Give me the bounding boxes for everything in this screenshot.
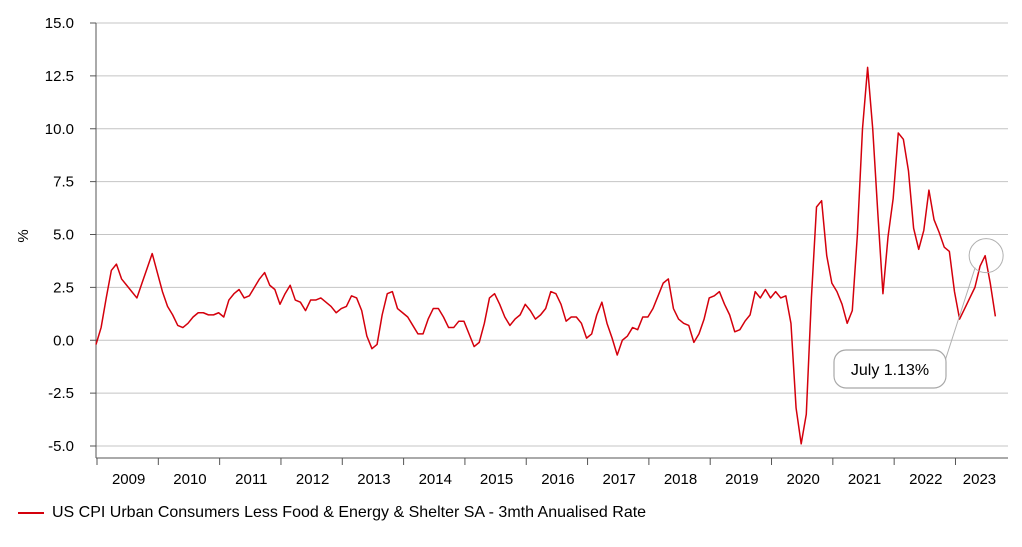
x-tick-label: 2021 xyxy=(848,471,881,488)
y-tick-label: -5.0 xyxy=(48,438,74,455)
legend: US CPI Urban Consumers Less Food & Energ… xyxy=(18,504,646,522)
series-line xyxy=(95,66,997,445)
x-tick-label: 2018 xyxy=(664,471,697,488)
grid-lines xyxy=(96,22,1008,447)
y-tick-label: 12.5 xyxy=(45,68,74,85)
y-tick-label: 15.0 xyxy=(45,15,74,32)
x-tick-label: 2009 xyxy=(112,471,145,488)
annotation-label: July 1.13% xyxy=(851,362,929,379)
y-tick-label: 2.5 xyxy=(53,279,74,296)
x-tick-label: 2020 xyxy=(786,471,819,488)
x-axis: 2009 2010 2011 2012 2013 2014 2015 2016 2017 2018… xyxy=(96,457,1008,488)
y-tick-label: 10.0 xyxy=(45,121,74,138)
x-tick-label: 2011 xyxy=(235,471,267,488)
x-tick-label: 2017 xyxy=(603,471,636,488)
y-tick-label: -2.5 xyxy=(48,385,74,402)
legend-swatch xyxy=(18,512,44,514)
x-tick-label: 2013 xyxy=(357,471,390,488)
legend-label: US CPI Urban Consumers Less Food & Energ… xyxy=(52,504,647,521)
line-chart: 15.0 12.5 10.0 7.5 5.0 2.5 0.0 -2.5 -5.0 2009 201… xyxy=(15,15,1008,488)
annotation-callout: July 1.13% xyxy=(833,238,1004,389)
x-tick-label: 2010 xyxy=(173,471,206,488)
annotation-leader-line xyxy=(943,267,976,365)
annotation-marker-circle xyxy=(968,238,1004,274)
y-tick-label: 0.0 xyxy=(53,332,74,349)
annotation-box xyxy=(833,349,947,389)
y-tick-label: 7.5 xyxy=(53,174,74,191)
y-axis-label: % xyxy=(15,229,32,242)
x-tick-label: 2016 xyxy=(541,471,574,488)
y-tick-label: 5.0 xyxy=(53,227,74,244)
x-tick-label: 2022 xyxy=(909,471,942,488)
series-layer xyxy=(95,66,997,445)
x-tick-label: 2014 xyxy=(419,471,452,488)
y-axis: 15.0 12.5 10.0 7.5 5.0 2.5 0.0 -2.5 -5.0 xyxy=(45,15,97,458)
x-tick-label: 2012 xyxy=(296,471,329,488)
x-tick-label: 2023 xyxy=(963,471,996,488)
x-tick-label: 2019 xyxy=(725,471,758,488)
x-tick-label: 2015 xyxy=(480,471,513,488)
